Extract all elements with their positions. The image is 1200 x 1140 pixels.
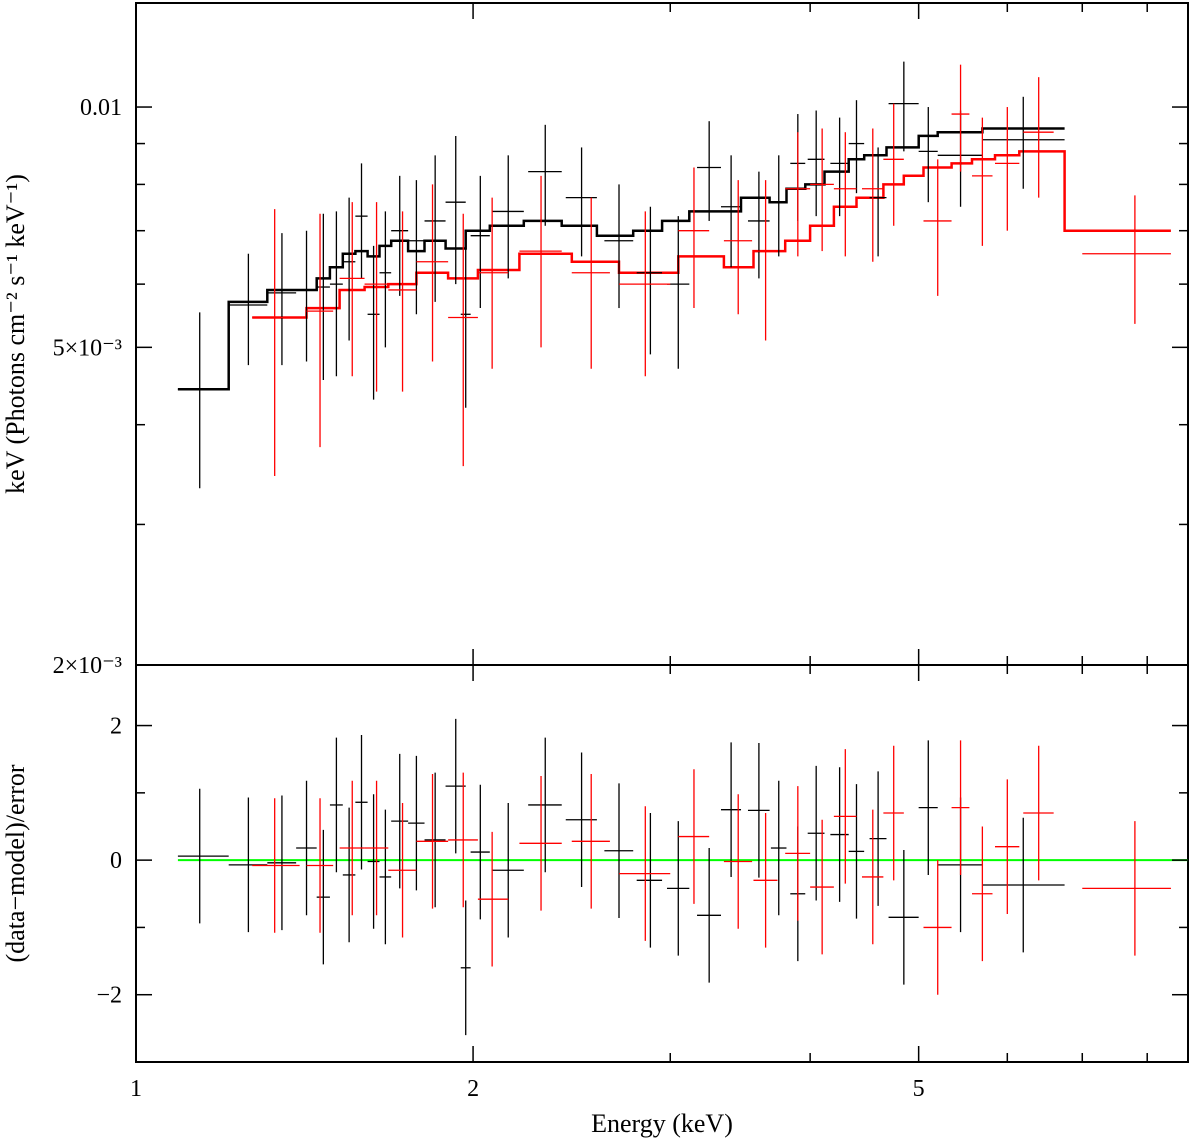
residual-plot-frame xyxy=(135,664,1189,1063)
y-tick-label: 2×10⁻³ xyxy=(53,653,122,679)
y-tick-label: 0.01 xyxy=(80,95,122,121)
x-tick-label: 2 xyxy=(467,1076,479,1102)
y-tick-label: 0 xyxy=(110,848,122,874)
x-tick-labels: 1 2 5 xyxy=(130,1076,925,1102)
y-tick-label: 2 xyxy=(110,714,122,740)
spectrum-panel: 0.01 5×10⁻³ 2×10⁻³ keV (Photons cm⁻² s⁻¹ k… xyxy=(1,2,1189,679)
model-curves xyxy=(177,127,1171,391)
x-tick-label: 5 xyxy=(913,1076,925,1102)
spectrum-data-points xyxy=(177,61,1171,489)
model-step-line xyxy=(252,150,1171,319)
residual-axis-ticks xyxy=(135,665,1188,1063)
residual-data-points xyxy=(177,718,1171,1036)
spectrum-y-tick-labels: 0.01 5×10⁻³ 2×10⁻³ xyxy=(53,95,122,679)
spectrum-axis-ticks xyxy=(135,3,1188,666)
residual-y-axis-title: (data−model)/error xyxy=(1,764,30,962)
y-tick-label: −2 xyxy=(96,983,122,1009)
residual-panel: 2 0 −2 1 2 5 (data−model)/error Energy (keV) xyxy=(1,664,1189,1138)
residual-y-tick-labels: 2 0 −2 xyxy=(96,714,122,1009)
model-step-line xyxy=(177,127,1065,391)
spectrum-plot-frame xyxy=(135,2,1189,666)
x-axis-title: Energy (keV) xyxy=(591,1109,733,1138)
x-tick-label: 1 xyxy=(130,1076,142,1102)
y-tick-label: 5×10⁻³ xyxy=(53,335,122,361)
spectrum-y-axis-title: keV (Photons cm⁻² s⁻¹ keV⁻¹) xyxy=(1,174,30,494)
